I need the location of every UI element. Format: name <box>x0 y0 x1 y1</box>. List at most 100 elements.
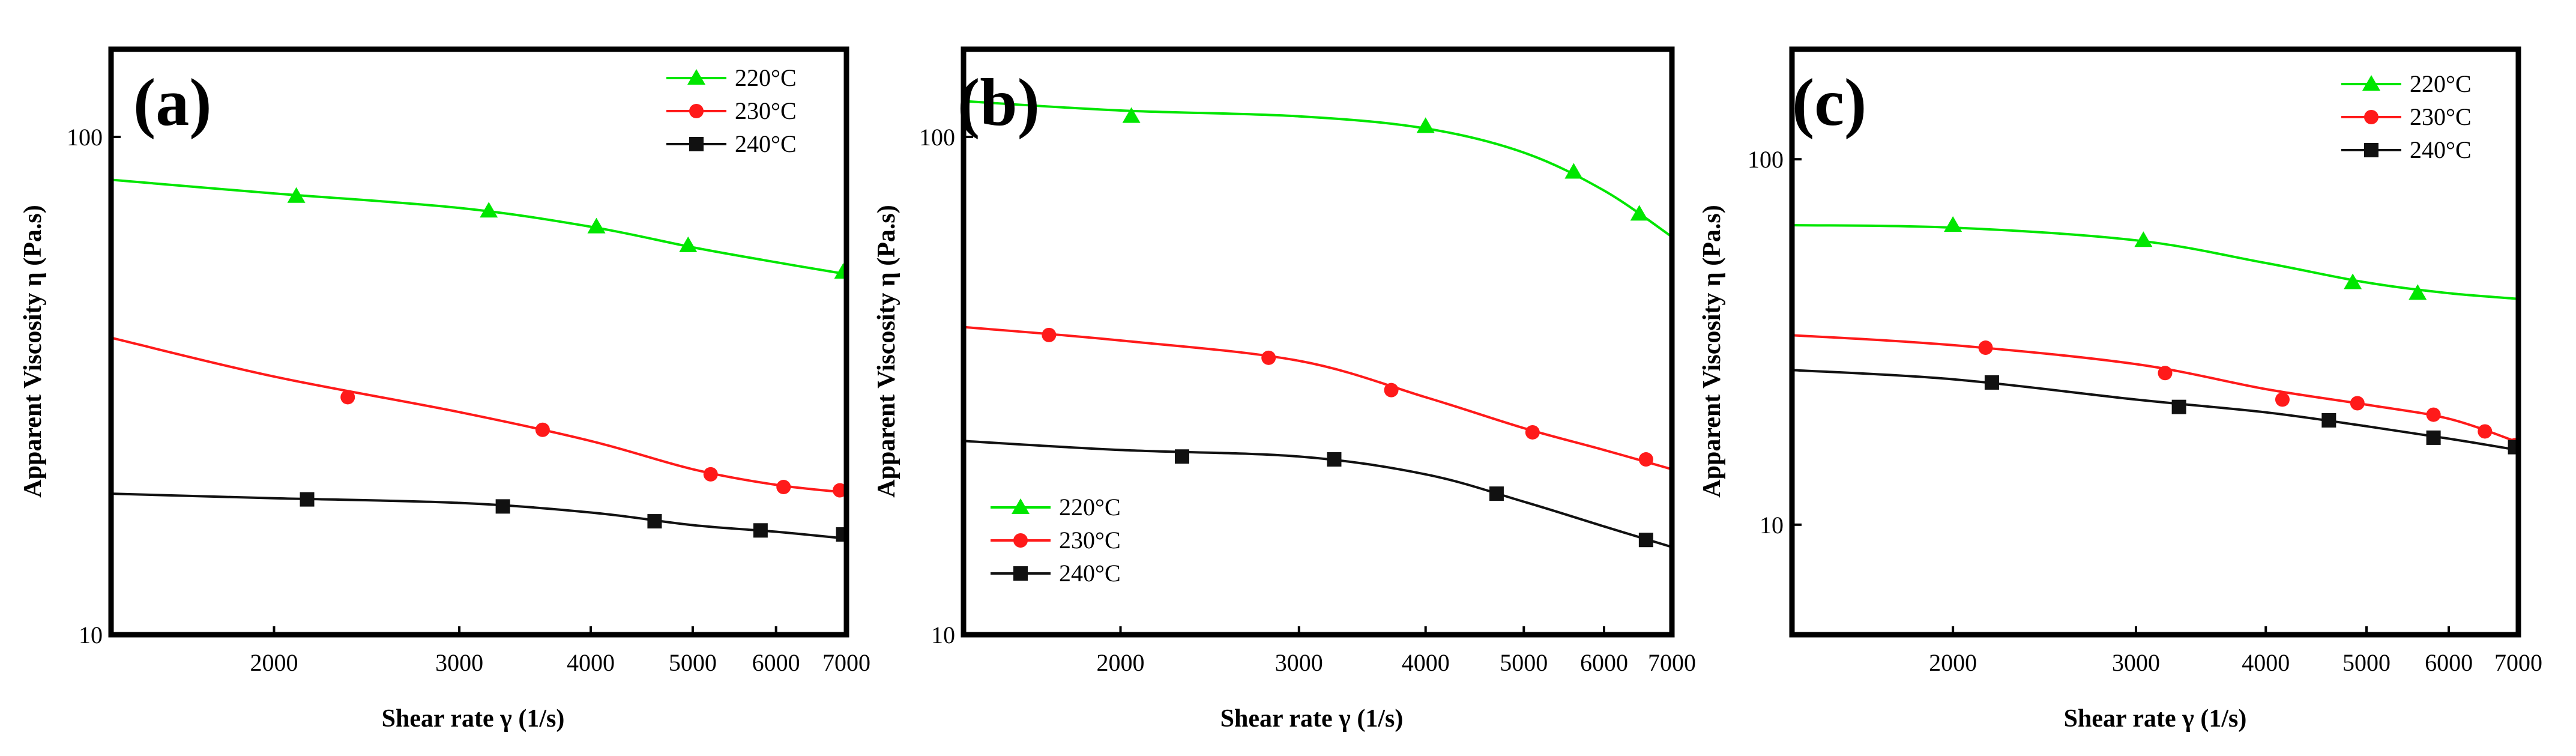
data-point-square <box>1327 452 1342 467</box>
data-point-triangle <box>2134 231 2153 247</box>
legend-marker-circle <box>689 104 704 118</box>
series-line-triangle <box>111 178 846 276</box>
data-point-circle <box>1261 350 1276 365</box>
legend-marker-square <box>2364 143 2378 157</box>
data-point-circle <box>340 390 355 405</box>
legend-item: 240°C <box>666 130 797 157</box>
legend-marker-square <box>1013 566 1028 581</box>
legend-label: 220°C <box>735 64 797 91</box>
legend: 220°C 230°C 240°C <box>666 64 797 157</box>
legend-marker-circle <box>1013 533 1028 548</box>
legend-marker-triangle <box>2362 75 2380 91</box>
panel-label: (b) <box>958 65 1040 140</box>
chart-panel-b: Apparent Viscosity η (Pa.s) Shear rate γ… <box>873 46 1696 733</box>
legend-label: 230°C <box>2410 103 2472 130</box>
data-point-square <box>2321 413 2336 428</box>
data-point-triangle <box>679 236 698 252</box>
data-point-triangle <box>834 263 846 279</box>
legend-label: 230°C <box>735 97 797 124</box>
legend-marker-triangle <box>687 69 705 85</box>
x-tick-label: 7000 <box>822 649 870 676</box>
x-tick-label: 5000 <box>1500 649 1548 676</box>
series-line-square <box>964 440 1672 548</box>
legend-label: 240°C <box>735 130 797 157</box>
data-point-circle <box>1042 327 1057 342</box>
x-tick-label: 2000 <box>250 649 298 676</box>
data-point-circle <box>2426 407 2441 422</box>
legend-item: 220°C <box>666 64 797 91</box>
data-point-triangle <box>587 217 606 234</box>
x-axis-label: Shear rate γ (1/s) <box>1220 705 1404 733</box>
data-point-circle <box>1384 383 1399 398</box>
y-axis-label: Apparent Viscosity η (Pa.s) <box>1698 205 1726 497</box>
data-point-circle <box>2478 424 2493 439</box>
data-point-triangle <box>1564 163 1583 179</box>
x-tick-label: 7000 <box>1648 649 1696 676</box>
x-tick-label: 3000 <box>435 649 483 676</box>
y-axis-label: Apparent Viscosity η (Pa.s) <box>873 205 900 497</box>
ticks: 2000 3000 4000 5000 6000 7000 10 100 <box>1748 146 2542 676</box>
data-point-triangle <box>1122 107 1141 123</box>
plot-frame <box>1789 46 2521 638</box>
data-point-square <box>1489 486 1504 501</box>
data-point-circle <box>1638 452 1653 467</box>
panel-label: (a) <box>133 65 212 140</box>
data-point-circle <box>1978 340 1993 355</box>
panel-label: (c) <box>1792 65 1866 140</box>
x-tick-label: 2000 <box>1929 649 1977 676</box>
fit-curves <box>964 100 1672 548</box>
x-tick-label: 5000 <box>669 649 717 676</box>
data-point-circle <box>535 422 550 437</box>
legend-item: 230°C <box>666 97 797 124</box>
x-tick-label: 4000 <box>2242 649 2290 676</box>
chart-panel-c: Apparent Viscosity η (Pa.s) Shear rate γ… <box>1698 46 2542 733</box>
x-tick-label: 5000 <box>2342 649 2390 676</box>
data-point-square <box>2426 430 2441 445</box>
data-point-triangle <box>287 187 306 203</box>
series-line-circle <box>964 325 1672 471</box>
legend-item: 240°C <box>2341 136 2472 163</box>
legend-marker-square <box>689 137 704 151</box>
plot-frame <box>108 46 849 638</box>
data-point-square <box>1638 533 1653 548</box>
x-tick-label: 6000 <box>2425 649 2473 676</box>
legend-item: 220°C <box>991 494 1121 521</box>
data-point-square <box>1174 449 1189 464</box>
x-tick-label: 3000 <box>1275 649 1323 676</box>
legend-marker-circle <box>2364 110 2378 124</box>
data-point-circle <box>1525 425 1540 440</box>
x-axis-label: Shear rate γ (1/s) <box>382 705 565 733</box>
x-tick-label: 3000 <box>2112 649 2160 676</box>
y-tick-label: 10 <box>1760 512 1784 539</box>
x-tick-label: 4000 <box>1402 649 1450 676</box>
chart-panel-a: Apparent Viscosity η (Pa.s) Shear rate γ… <box>19 46 870 733</box>
legend-label: 220°C <box>2410 70 2472 97</box>
data-point-square <box>2171 399 2186 414</box>
legend-item: 240°C <box>991 560 1121 587</box>
data-point-triangle <box>1944 216 1962 232</box>
data-point-square <box>300 492 315 507</box>
data-point-circle <box>776 480 791 495</box>
legend-item: 220°C <box>2341 70 2472 97</box>
ticks: 2000 3000 4000 5000 6000 7000 10 100 <box>919 124 1696 676</box>
data-point-circle <box>2350 396 2365 411</box>
data-point-circle <box>2158 366 2173 381</box>
legend-label: 240°C <box>1059 560 1121 587</box>
y-axis-label: Apparent Viscosity η (Pa.s) <box>19 205 47 497</box>
x-axis-label: Shear rate γ (1/s) <box>2064 705 2247 733</box>
data-point-square <box>647 514 662 529</box>
data-point-triangle <box>1416 117 1435 133</box>
x-tick-label: 6000 <box>752 649 800 676</box>
y-tick-label: 100 <box>67 124 103 151</box>
data-markers <box>1042 107 1653 548</box>
data-point-triangle <box>2344 273 2362 289</box>
data-point-circle <box>2275 392 2290 407</box>
y-tick-label: 100 <box>1748 146 1784 173</box>
legend: 220°C 230°C 240°C <box>991 494 1121 587</box>
x-tick-label: 7000 <box>2494 649 2542 676</box>
x-tick-label: 6000 <box>1580 649 1628 676</box>
x-tick-label: 2000 <box>1097 649 1145 676</box>
ticks: 2000 3000 4000 5000 6000 7000 10 100 <box>67 124 870 676</box>
